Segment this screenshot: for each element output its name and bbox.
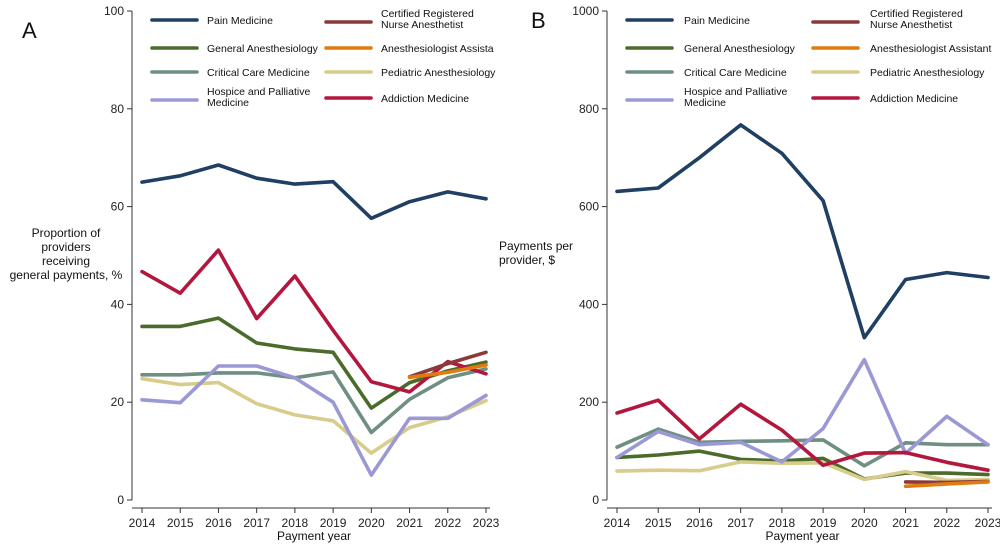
panel-letter: B [531,8,546,33]
y-tick-label: 0 [117,493,124,507]
legend-label: Addiction Medicine [381,93,469,105]
series-line-hospice-and-palliative-medicine [615,357,990,464]
series-line-general-anesthesiology [140,316,488,410]
y-axis-title-line: providers [41,240,90,254]
x-tick-label: 2019 [320,516,347,530]
series-line-pain-medicine [615,123,990,340]
panel-letter: A [22,18,37,43]
y-tick-label: 400 [579,297,599,311]
series-line-hospice-and-palliative-medicine [140,364,488,477]
series-line-general-anesthesiology [615,449,990,481]
legend-label: Medicine [207,97,249,109]
x-tick-label: 2021 [892,516,919,530]
legend-label: Anesthesiologist Assistant [870,43,991,55]
x-tick-label: 2014 [129,516,156,530]
legend-label: Certified Registered [870,8,963,20]
legend-label: Pain Medicine [684,15,750,27]
x-tick-label: 2019 [810,516,837,530]
y-tick-label: 1000 [572,4,599,18]
series-line-addiction-medicine [140,248,488,394]
panel-b: B 0 200 400 600 800 1000 2014 2015 2016 2017 2018 20… [499,4,1000,543]
legend-label: Hospice and Palliative [684,86,787,98]
x-tick-label: 2022 [933,516,960,530]
series-line-pain-medicine [140,163,488,221]
y-tick-label: 800 [579,102,599,116]
x-tick-label: 2020 [851,516,878,530]
legend-label: Pediatric Anesthesiology [870,67,985,79]
x-tick-label: 2017 [727,516,754,530]
x-tick-label: 2017 [243,516,270,530]
series-line-addiction-medicine [615,398,990,473]
legend-label: General Anesthesiology [684,43,796,55]
y-tick-label: 100 [104,4,124,18]
y-axis-title-line: receiving [42,254,90,268]
series-line-critical-care-medicine [140,367,488,435]
y-tick-label: 200 [579,395,599,409]
y-axis-title-line: general payments, % [10,268,123,282]
x-tick-label: 2023 [975,516,1000,530]
x-tick-label: 2020 [358,516,385,530]
series-line-pediatric-anesthesiology [615,460,990,483]
y-tick-label: 60 [111,200,125,214]
x-tick-label: 2021 [396,516,423,530]
y-tick-label: 20 [111,395,125,409]
legend-label: Pediatric Anesthesiology [381,67,496,79]
x-tick-label: 2015 [167,516,194,530]
y-tick-label: 600 [579,200,599,214]
series-line-anesthesiologist-assistant [903,480,990,489]
y-tick-label: 40 [111,297,125,311]
x-tick-label: 2018 [282,516,309,530]
y-axis-title-line: provider, $ [499,253,555,267]
y-tick-label: 80 [111,102,125,116]
x-axis-title: Payment year [765,529,839,543]
legend-label: Certified Registered [381,8,474,20]
legend-label: Pain Medicine [207,15,273,27]
x-tick-label: 2014 [604,516,631,530]
x-tick-label: 2015 [645,516,672,530]
x-axis-title: Payment year [277,529,351,543]
legend-label: Anesthesiologist Assista [381,43,494,55]
y-tick-label: 0 [592,493,599,507]
legend-label: Nurse Anesthetist [381,19,463,31]
series-line-certified-registered-nurse-anesthetist [407,350,488,379]
x-tick-label: 2016 [686,516,713,530]
legend-label: Critical Care Medicine [684,67,787,79]
x-tick-label: 2022 [434,516,461,530]
x-tick-label: 2018 [769,516,796,530]
y-axis-title-line: Proportion of [32,226,101,240]
legend-label: Nurse Anesthetist [870,19,952,31]
series-line-critical-care-medicine [615,427,990,468]
y-axis-title-line: Payments per [499,239,573,253]
x-tick-label: 2016 [205,516,232,530]
legend-label: General Anesthesiology [207,43,319,55]
legend-label: Medicine [684,97,726,109]
panel-a: A 0 20 40 60 80 100 2014 2015 2016 2017 2018 2019 202… [10,4,500,543]
x-tick-label: 2023 [473,516,500,530]
series-line-anesthesiologist-assistant [407,363,488,380]
legend-label: Critical Care Medicine [207,67,310,79]
legend-label: Addiction Medicine [870,93,958,105]
legend-label: Hospice and Palliative [207,86,310,98]
